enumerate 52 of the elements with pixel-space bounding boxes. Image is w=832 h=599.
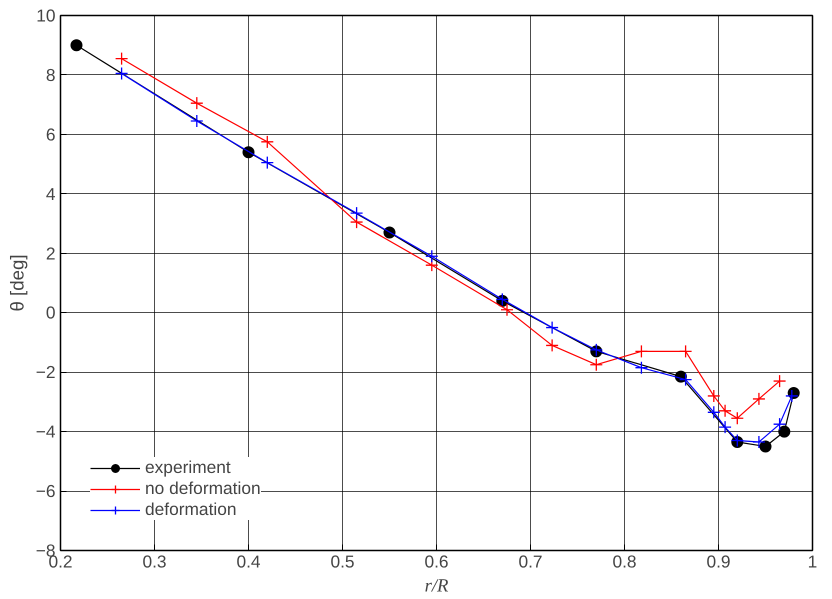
point	[545, 320, 559, 334]
point	[114, 52, 128, 66]
point	[190, 96, 204, 110]
point	[634, 344, 648, 358]
point	[752, 392, 766, 406]
point	[707, 389, 720, 403]
point	[260, 156, 274, 170]
point	[70, 39, 82, 52]
x-tick-label: 0.4	[236, 552, 261, 572]
point	[114, 66, 128, 80]
x-tick-label: 0.5	[330, 552, 355, 572]
point	[760, 440, 772, 452]
point	[678, 344, 692, 358]
point	[634, 361, 648, 374]
point	[260, 135, 274, 148]
point	[730, 434, 744, 448]
point	[350, 206, 364, 220]
point	[730, 412, 744, 425]
y-tick-label: −4	[36, 422, 56, 442]
point	[772, 418, 786, 431]
point	[190, 114, 204, 128]
x-tick-label: 0.8	[612, 552, 637, 572]
point	[678, 372, 692, 386]
x-tick-label: 0.3	[142, 552, 167, 572]
y-tick-label: −6	[36, 481, 56, 502]
point	[752, 435, 766, 449]
x-tick-label: 1	[808, 552, 818, 572]
x-tick-label: 0.7	[518, 552, 543, 572]
y-axis-title: θ [deg]	[6, 254, 28, 312]
point	[718, 404, 732, 418]
y-tick-label: 4	[46, 184, 56, 204]
legend-label: deformation	[145, 499, 237, 520]
y-tick-label: 0	[46, 302, 56, 323]
y-tick-label: 10	[36, 6, 56, 26]
point	[785, 389, 798, 403]
point	[772, 374, 786, 388]
point	[707, 406, 720, 419]
legend-label: no deformation	[145, 478, 261, 499]
y-tick-label: 2	[46, 243, 56, 264]
point	[425, 250, 438, 263]
x-axis-title: r/R	[424, 576, 450, 596]
legend-label: experiment	[145, 457, 231, 478]
point	[590, 358, 603, 372]
x-tick-label: 0.6	[424, 552, 449, 572]
y-tick-label: 8	[46, 64, 56, 85]
point	[778, 426, 790, 438]
point	[545, 338, 559, 352]
y-tick-label: −2	[36, 362, 56, 382]
point	[500, 303, 514, 316]
x-tick-label: 0.9	[706, 552, 731, 572]
y-tick-label: 6	[46, 124, 56, 144]
point	[718, 420, 732, 434]
